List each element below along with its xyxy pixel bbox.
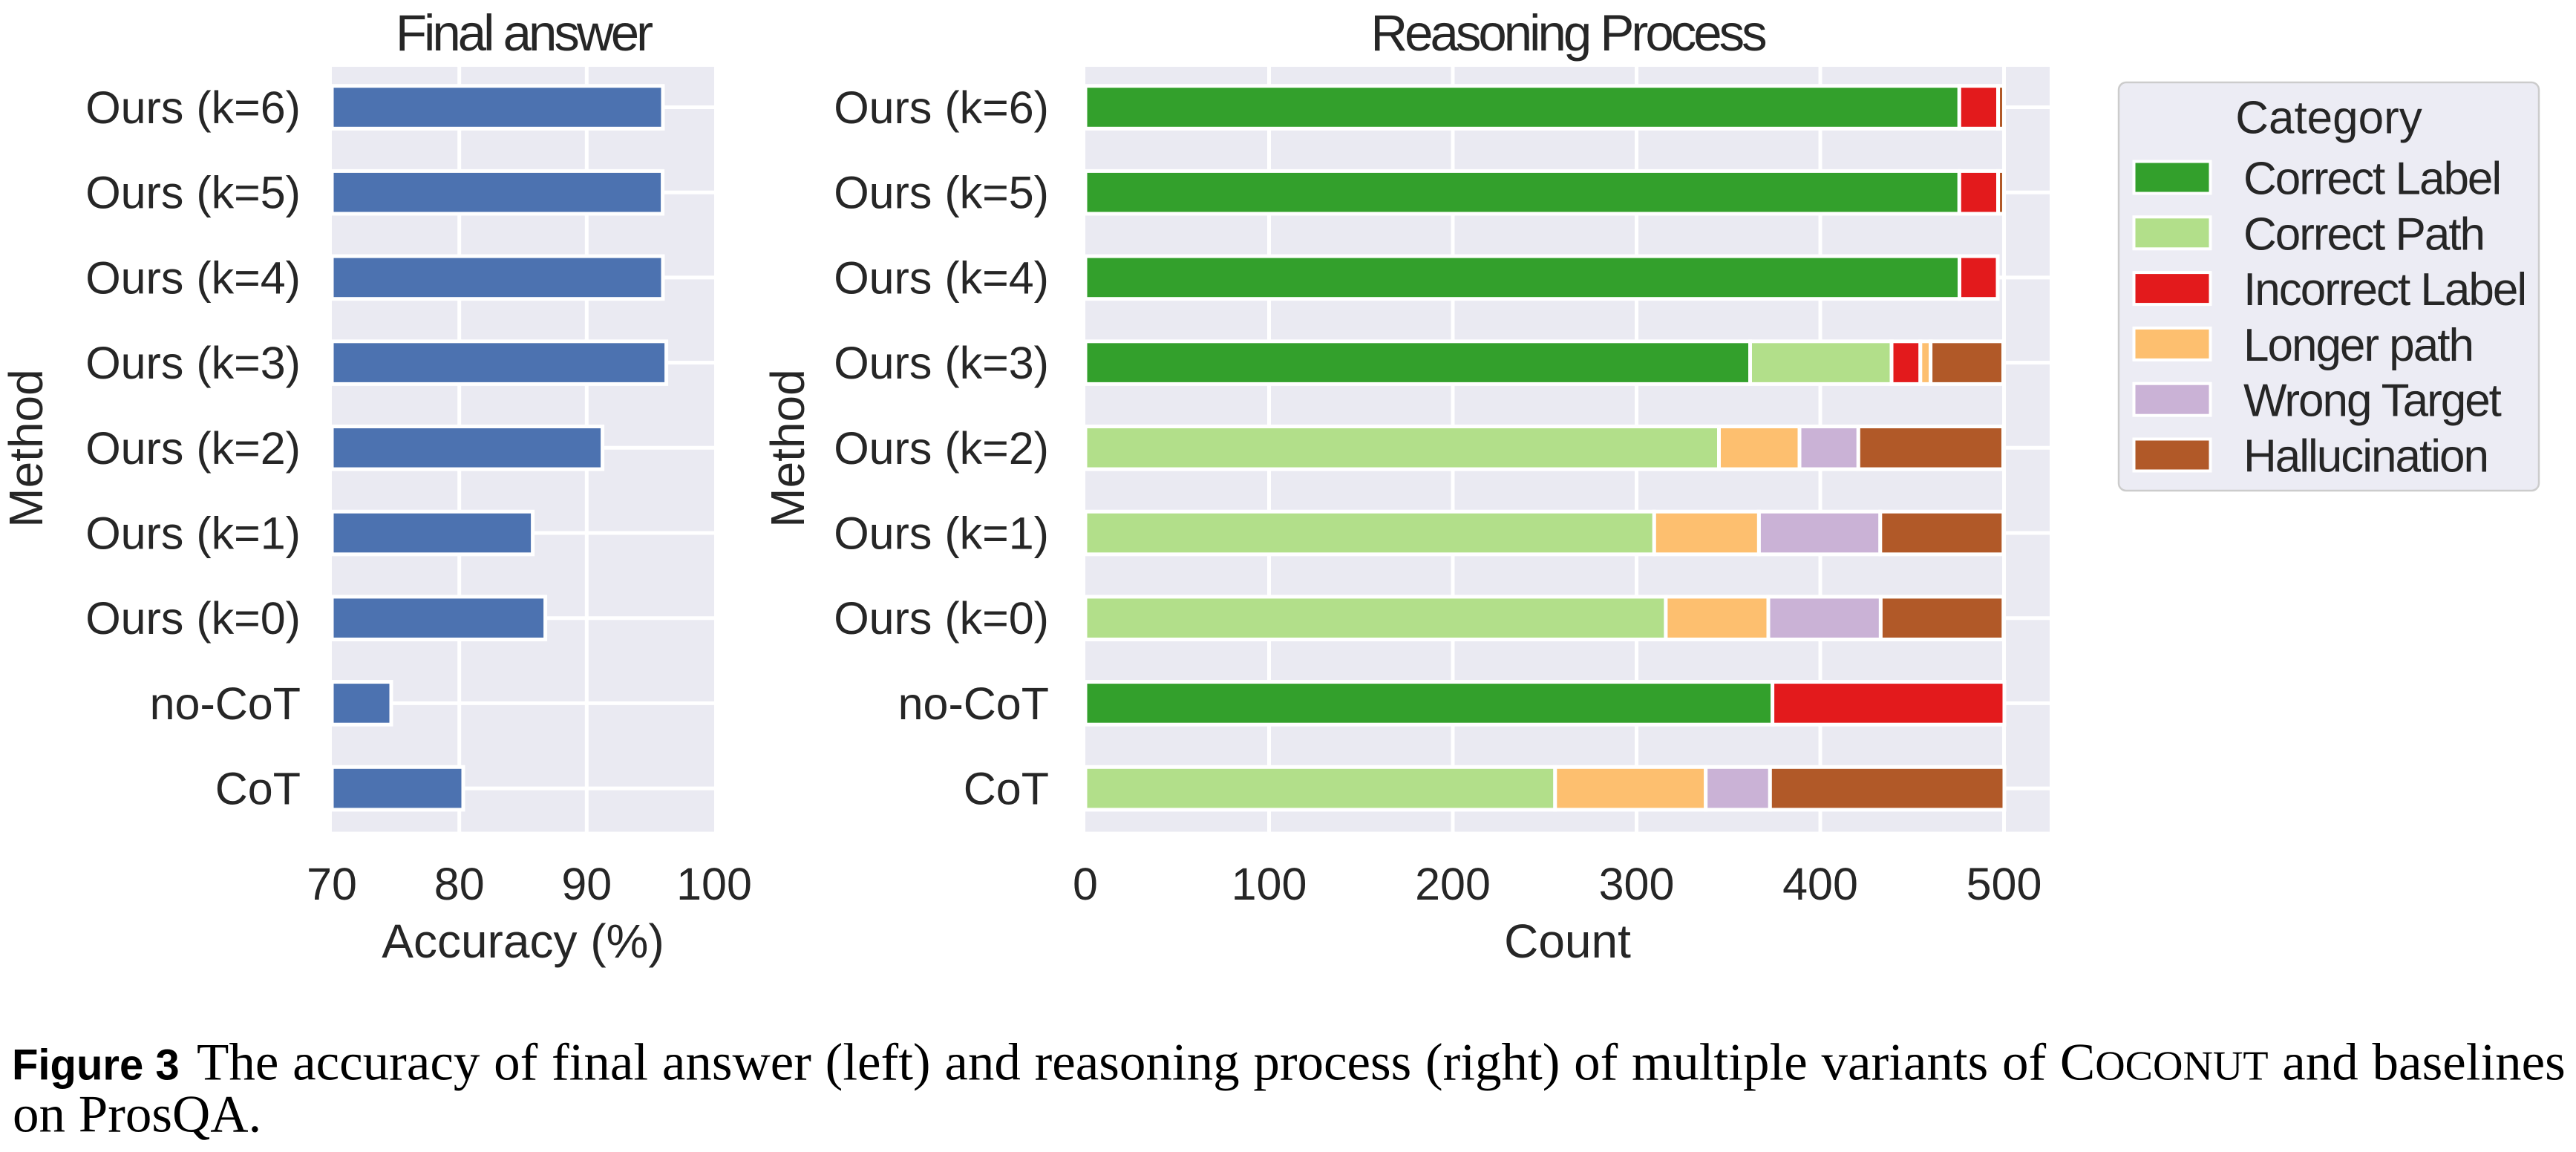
svg-text:Method: Method (0, 369, 53, 527)
svg-text:on ProsQA.: on ProsQA. (13, 1085, 261, 1143)
svg-text:400: 400 (1782, 859, 1858, 909)
svg-text:no-CoT: no-CoT (898, 678, 1049, 729)
svg-text:90: 90 (561, 859, 612, 909)
svg-text:300: 300 (1599, 859, 1675, 909)
svg-text:Correct Path: Correct Path (2243, 209, 2484, 260)
svg-text:no-CoT: no-CoT (150, 678, 301, 729)
svg-text:Ours (k=5): Ours (k=5) (85, 168, 301, 218)
svg-text:Accuracy (%): Accuracy (%) (382, 914, 664, 968)
svg-text:Count: Count (1504, 914, 1631, 968)
svg-text:Ours (k=3): Ours (k=3) (834, 338, 1049, 388)
svg-text:80: 80 (434, 859, 485, 909)
svg-text:200: 200 (1415, 859, 1491, 909)
svg-text:Ours (k=1): Ours (k=1) (834, 508, 1049, 559)
svg-text:Ours (k=3): Ours (k=3) (85, 338, 301, 388)
svg-text:Reasoning Process: Reasoning Process (1370, 4, 1765, 62)
svg-text:The accuracy of final answer (: The accuracy of final answer (left) and … (197, 1034, 2566, 1092)
svg-text:Ours (k=0): Ours (k=0) (85, 593, 301, 644)
svg-text:Ours (k=0): Ours (k=0) (834, 593, 1049, 644)
svg-text:Ours (k=6): Ours (k=6) (85, 82, 301, 133)
svg-text:Ours (k=4): Ours (k=4) (834, 252, 1049, 303)
svg-text:Method: Method (761, 369, 814, 527)
svg-text:Ours (k=2): Ours (k=2) (834, 423, 1049, 474)
svg-text:70: 70 (307, 859, 357, 909)
svg-text:Ours (k=4): Ours (k=4) (85, 252, 301, 303)
svg-text:Incorrect Label: Incorrect Label (2243, 264, 2526, 315)
svg-text:Correct Label: Correct Label (2243, 154, 2500, 205)
svg-text:0: 0 (1073, 859, 1098, 909)
svg-text:Hallucination: Hallucination (2243, 431, 2488, 482)
svg-text:Category: Category (2235, 93, 2422, 144)
svg-text:Ours (k=6): Ours (k=6) (834, 82, 1049, 133)
svg-text:Final answer: Final answer (396, 4, 653, 62)
svg-text:100: 100 (1232, 859, 1307, 909)
svg-text:100: 100 (676, 859, 752, 909)
svg-text:Longer path: Longer path (2243, 320, 2473, 371)
svg-text:CoT: CoT (964, 764, 1049, 814)
svg-text:Ours (k=5): Ours (k=5) (834, 168, 1049, 218)
svg-text:500: 500 (1967, 859, 2042, 909)
svg-text:Wrong Target: Wrong Target (2243, 376, 2502, 427)
svg-text:Ours (k=2): Ours (k=2) (85, 423, 301, 474)
svg-text:CoT: CoT (215, 764, 301, 814)
svg-text:Figure 3: Figure 3 (12, 1041, 180, 1090)
svg-text:Ours (k=1): Ours (k=1) (85, 508, 301, 559)
